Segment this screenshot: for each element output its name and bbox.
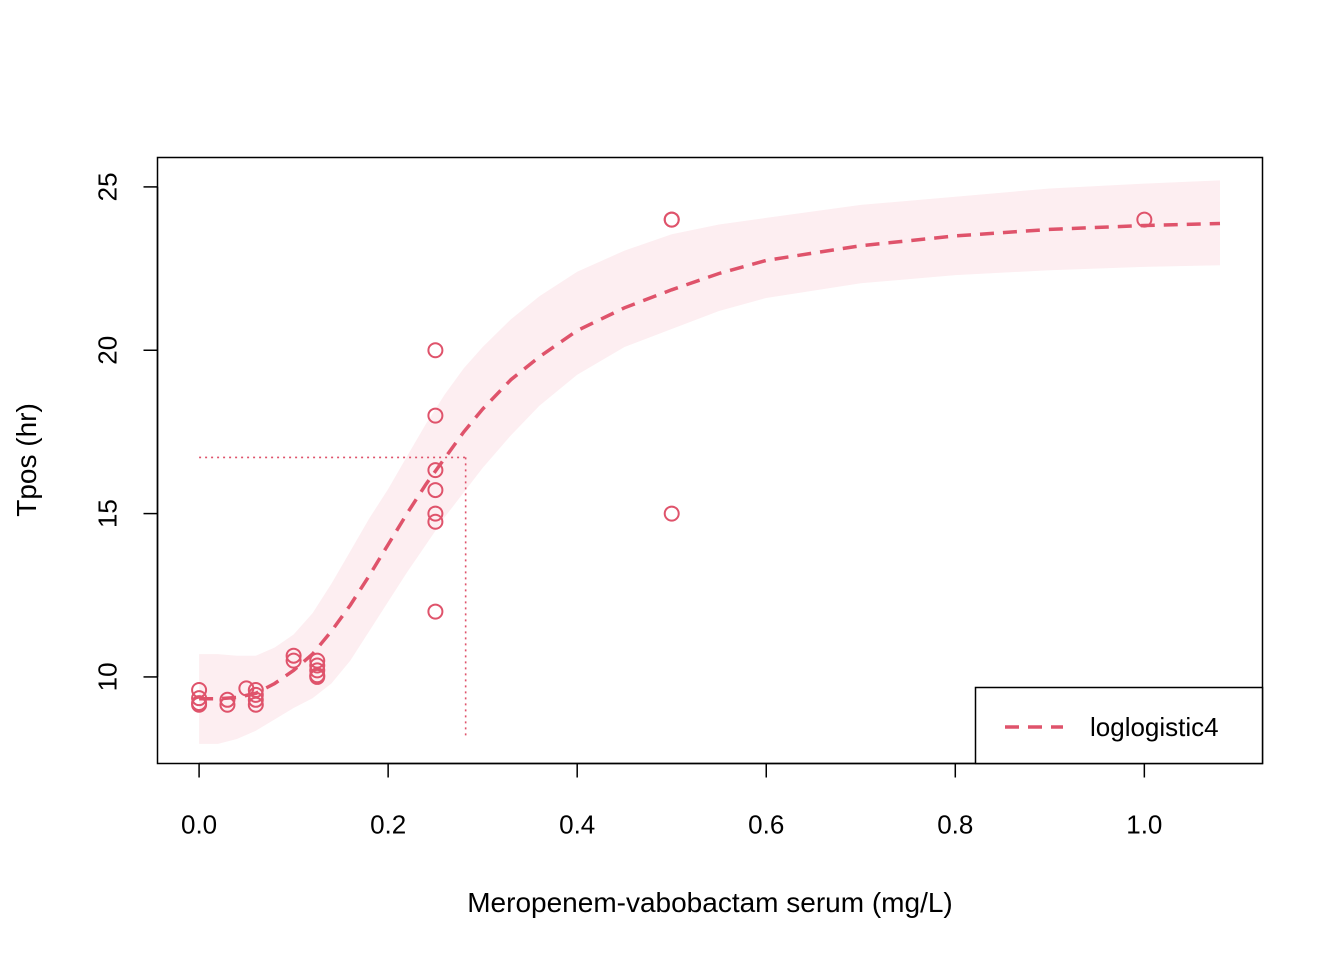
legend: loglogistic4	[974, 686, 1264, 765]
data-point	[427, 505, 444, 522]
data-point	[427, 603, 444, 620]
data-point	[1136, 211, 1153, 228]
y-tick-label: 20	[93, 336, 123, 365]
fit-curve-layer	[199, 221, 1221, 701]
data-point	[427, 462, 444, 479]
data-point	[191, 690, 208, 707]
data-point	[427, 407, 444, 424]
data-point	[427, 342, 444, 359]
data-points-layer	[191, 211, 1153, 713]
data-point	[427, 513, 444, 530]
y-tick-label: 15	[93, 499, 123, 528]
data-point	[663, 505, 680, 522]
x-tick-label: 0.2	[370, 810, 406, 840]
data-point	[663, 211, 680, 228]
x-tick-label: 0.4	[559, 810, 595, 840]
confidence-band-layer	[199, 180, 1221, 744]
plot-frame	[156, 156, 1264, 765]
y-axis-title: Tpos (hr)	[11, 403, 42, 517]
y-tick-label: 10	[93, 662, 123, 691]
legend-label-loglogistic4: loglogistic4	[1090, 712, 1219, 742]
confidence-band	[199, 180, 1221, 744]
data-point	[285, 647, 302, 664]
data-point	[219, 696, 236, 713]
fit-curve-loglogistic4	[199, 221, 1221, 701]
data-point	[309, 657, 326, 674]
data-point	[247, 691, 264, 708]
x-tick-label: 0.8	[937, 810, 973, 840]
data-point	[191, 696, 208, 713]
ed50-guide-layer	[199, 456, 467, 737]
y-tick-label: 25	[93, 172, 123, 201]
data-point	[247, 696, 264, 713]
legend-box	[974, 686, 1264, 765]
data-point	[219, 691, 236, 708]
data-point	[309, 668, 326, 685]
x-tick-label: 1.0	[1126, 810, 1162, 840]
data-point	[309, 662, 326, 679]
x-axis-title: Meropenem-vabobactam serum (mg/L)	[467, 887, 953, 918]
x-tick-label: 0.6	[748, 810, 784, 840]
data-point	[247, 686, 264, 703]
data-point	[285, 652, 302, 669]
data-point	[427, 482, 444, 499]
x-tick-label: 0.0	[181, 810, 217, 840]
